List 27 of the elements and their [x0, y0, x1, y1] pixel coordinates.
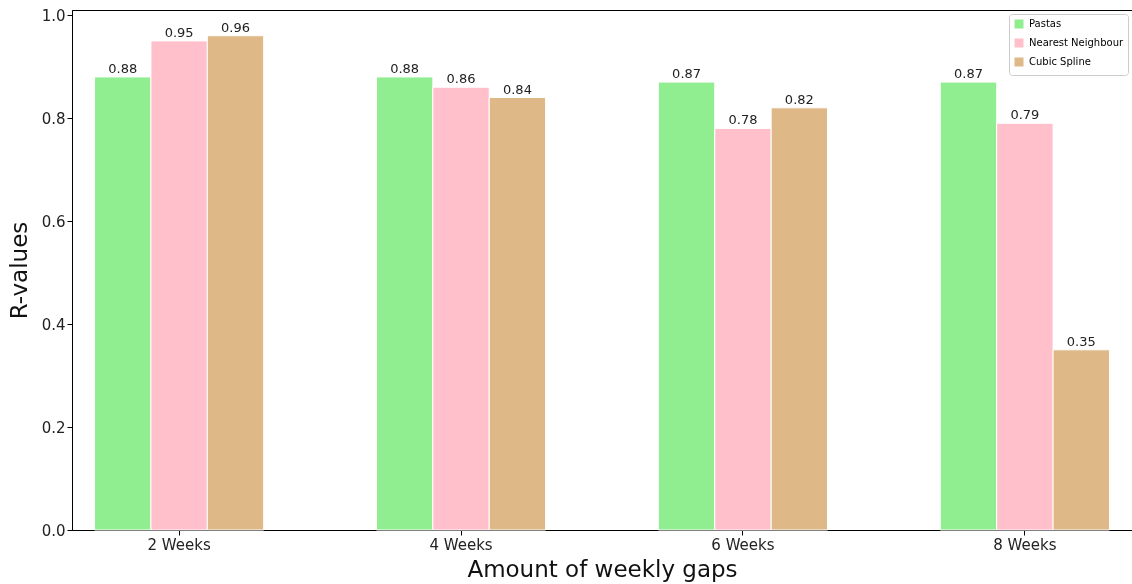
- y-tick-label: 0.4: [41, 315, 66, 334]
- data-label: 0.95: [164, 24, 194, 40]
- data-label: 0.87: [672, 66, 702, 82]
- legend-label: Pastas: [1029, 18, 1062, 29]
- x-tick-label: 2 Weeks: [147, 535, 211, 554]
- x-axis-title: Amount of weekly gaps: [467, 555, 738, 582]
- y-tick-label: 0.6: [41, 212, 66, 231]
- x-tick-label: 8 Weeks: [993, 535, 1057, 554]
- data-label: 0.78: [728, 112, 758, 128]
- y-axis-title: R-values: [5, 221, 32, 320]
- data-label: 0.96: [221, 19, 250, 35]
- y-tick-label: 0.8: [41, 109, 66, 128]
- y-tick-label: 0.2: [41, 418, 66, 437]
- x-tick-label: 4 Weeks: [429, 535, 493, 554]
- x-tick-label: 6 Weeks: [711, 535, 775, 554]
- legend-label: Nearest Neighbour: [1029, 37, 1125, 48]
- data-label: 0.88: [390, 60, 420, 76]
- data-label: 0.86: [446, 71, 476, 87]
- y-tick-label: 1.0: [41, 6, 66, 25]
- data-label: 0.82: [784, 91, 814, 107]
- data-label: 0.79: [1010, 107, 1040, 123]
- data-label: 0.87: [954, 66, 983, 82]
- data-label: 0.88: [108, 60, 138, 76]
- data-label: 0.84: [502, 81, 532, 97]
- legend-label: Cubic Spline: [1029, 56, 1091, 67]
- y-tick-label: 0.0: [41, 521, 66, 540]
- data-label: 0.35: [1066, 333, 1096, 349]
